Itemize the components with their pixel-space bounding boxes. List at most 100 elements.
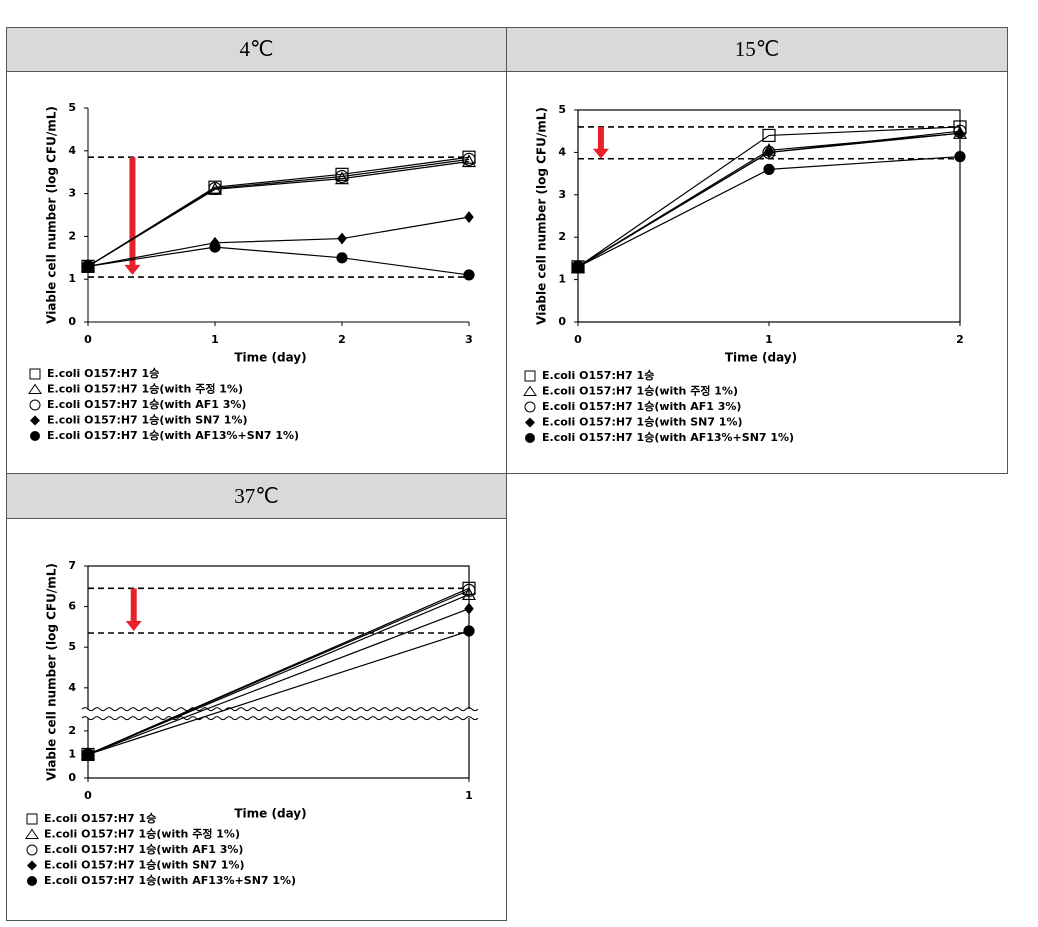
legend-label: E.coli O157:H7 1승 — [47, 367, 159, 380]
x-tick-label: 0 — [84, 789, 92, 802]
legend-marker — [26, 813, 38, 825]
panel-header: 37℃ — [6, 473, 507, 519]
x-tick-label: 1 — [211, 333, 219, 346]
legend-label: E.coli O157:H7 1승(with SN7 1%) — [44, 859, 245, 872]
legend-marker — [25, 828, 39, 839]
marker — [763, 163, 775, 175]
y-tick-label: 1 — [558, 273, 566, 286]
y-axis-label: Viable cell number (log CFU/mL) — [45, 106, 59, 324]
x-tick-label: 1 — [765, 333, 773, 346]
arrow — [592, 126, 609, 159]
y-tick-label: 6 — [68, 600, 76, 613]
legend-marker — [28, 383, 42, 394]
axis-break-line — [81, 707, 479, 712]
legend-marker — [26, 844, 38, 856]
legend-marker — [29, 368, 41, 380]
chart: 0 1 2 3 4 5 0 1 2 Time (day) Viable cell number (l… — [523, 103, 968, 444]
marker — [209, 241, 221, 253]
x-axis-label: Time (day) — [234, 351, 306, 365]
legend-label: E.coli O157:H7 1승(with 주정 1%) — [542, 384, 738, 398]
plot-frame — [87, 565, 470, 779]
axis-break — [82, 709, 475, 719]
y-tick-label: 0 — [68, 315, 76, 328]
series-line — [87, 630, 470, 756]
y-tick-label: 0 — [68, 771, 76, 784]
legend-label: E.coli O157:H7 1승(with SN7 1%) — [47, 414, 248, 427]
marker — [334, 171, 350, 185]
legend-marker — [29, 399, 41, 411]
x-tick-label: 3 — [465, 333, 473, 346]
series-line — [87, 246, 470, 276]
marker — [208, 181, 222, 196]
marker — [461, 154, 477, 168]
marker — [764, 146, 774, 159]
legend-label: E.coli O157:H7 1승(with AF13%+SN7 1%) — [44, 874, 296, 887]
y-tick-label: 4 — [68, 144, 76, 157]
y-tick-label: 0 — [558, 315, 566, 328]
series-line — [87, 156, 470, 267]
marker — [462, 152, 476, 166]
arrow — [125, 588, 142, 631]
chart: 0 1 2 4 5 6 7 0 1 Time (day) Viable cell number (l… — [25, 559, 479, 887]
axis-break-line — [81, 716, 479, 721]
legend-label: E.coli O157:H7 1승(with 주정 1%) — [44, 827, 240, 841]
marker — [81, 747, 95, 762]
y-tick-label: 5 — [68, 640, 76, 653]
legend-label: E.coli O157:H7 1승 — [44, 812, 156, 825]
x-tick-label: 2 — [956, 333, 964, 346]
legend-label: E.coli O157:H7 1승(with AF13%+SN7 1%) — [47, 429, 299, 442]
x-tick-label: 0 — [84, 333, 92, 346]
panel — [506, 71, 1008, 474]
series-line — [87, 216, 470, 267]
series-line — [87, 593, 470, 756]
marker — [337, 232, 347, 245]
legend-label: E.coli O157:H7 1승 — [542, 369, 654, 382]
x-tick-label: 2 — [338, 333, 346, 346]
series-line — [87, 608, 470, 756]
legend-marker — [524, 401, 536, 413]
legend-label: E.coli O157:H7 1승(with AF1 3%) — [47, 398, 246, 411]
legend-label: E.coli O157:H7 1승(with 주정 1%) — [47, 382, 243, 396]
legend-label: E.coli O157:H7 1승(with AF1 3%) — [44, 843, 243, 856]
y-tick-label: 7 — [68, 559, 76, 572]
series-line — [87, 160, 470, 267]
marker — [461, 587, 477, 601]
legend-marker — [30, 415, 40, 426]
y-axis-label: Viable cell number (log CFU/mL) — [45, 563, 59, 781]
legend-marker — [523, 385, 537, 396]
x-tick-label: 0 — [574, 333, 582, 346]
panel-header: 4℃ — [6, 27, 507, 72]
y-tick-label: 3 — [68, 187, 76, 200]
legend-marker — [524, 370, 536, 382]
y-tick-label: 2 — [558, 230, 566, 243]
legend-marker — [525, 433, 535, 443]
legend-marker — [30, 431, 40, 441]
marker — [81, 259, 95, 273]
marker — [463, 269, 475, 281]
y-tick-label: 4 — [68, 681, 76, 694]
chart: 0 1 2 3 4 5 0 1 2 3 Time (day) Viable cell number (… — [28, 101, 477, 442]
marker — [762, 128, 776, 143]
marker — [572, 261, 584, 273]
y-tick-label: 2 — [68, 724, 76, 737]
legend-marker — [27, 860, 37, 871]
y-axis-label: Viable cell number (log CFU/mL) — [535, 107, 549, 325]
y-tick-label: 3 — [558, 188, 566, 201]
y-tick-label: 1 — [68, 747, 76, 760]
series-line — [87, 158, 470, 267]
y-tick-label: 2 — [68, 229, 76, 242]
legend-marker — [27, 876, 37, 886]
marker — [82, 260, 94, 272]
panel — [6, 518, 507, 921]
marker — [335, 169, 349, 184]
marker — [954, 151, 966, 163]
marker — [571, 260, 585, 274]
series-line — [87, 589, 470, 755]
legend-label: E.coli O157:H7 1승(with AF13%+SN7 1%) — [542, 431, 794, 444]
y-tick-label: 4 — [558, 145, 566, 158]
y-tick-label: 5 — [68, 101, 76, 114]
y-tick-label: 1 — [68, 272, 76, 285]
marker — [463, 625, 475, 637]
panel-header: 15℃ — [506, 27, 1008, 72]
